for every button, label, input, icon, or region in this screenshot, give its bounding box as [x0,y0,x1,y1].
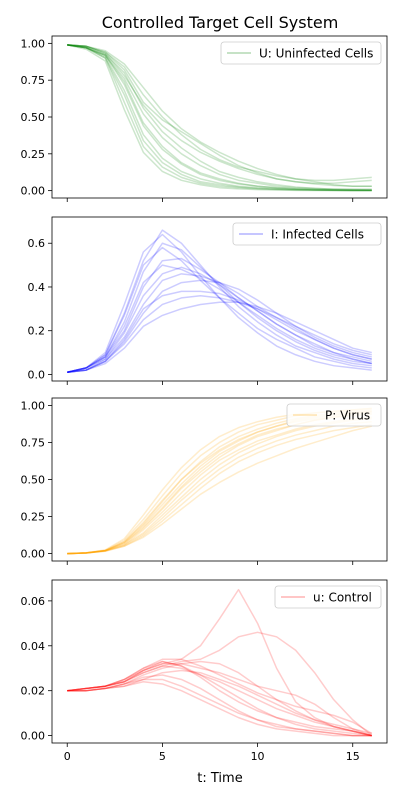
control-series-line [67,660,372,737]
x-axis-label: t: Time [197,771,242,786]
uninfected-legend: U: Uninfected Cells [220,41,382,65]
uninfected-series-line [67,44,372,192]
uninfected-ytick-label: 1.00 [21,37,46,50]
infected-ytick-label: 0.4 [28,281,46,294]
virus-subplot: 0.00 0.25 0.50 0.75 1.00 P: Virus [21,397,388,565]
infected-ytick-label: 0.0 [28,368,46,381]
virus-legend-label: P: Virus [325,409,370,423]
control-legend-label: u: Control [313,591,372,605]
infected-series-line [67,301,372,373]
uninfected-series-line [67,44,372,182]
infected-legend: I: Infected Cells [232,222,382,246]
control-series-line [67,680,372,737]
figure-title: Controlled Target Cell System [102,13,339,32]
infected-series-group [67,229,372,373]
infected-axes-frame [51,216,388,382]
uninfected-ytick-label: 0.50 [21,111,46,124]
control-ytick-label: 0.00 [21,730,46,743]
control-axes-frame [51,579,388,744]
control-series-line [67,678,372,737]
control-legend: u: Control [274,585,382,609]
uninfected-series-line [67,44,372,191]
uninfected-series-group [67,44,372,192]
infected-series-line [67,264,372,373]
virus-legend-box [286,403,382,427]
control-series-line [67,669,372,735]
uninfected-series-line [67,44,372,187]
control-ytick-label: 0.04 [21,640,46,653]
infected-series-line [67,294,372,373]
uninfected-ytick-label: 0.75 [21,74,46,87]
infected-series-line [67,229,372,373]
uninfected-axes-frame [51,35,388,199]
xtick-label: 0 [64,750,71,763]
control-series-line [67,631,373,737]
control-series-line [67,663,373,737]
infected-subplot: 0.0 0.2 0.4 0.6 I: Infected Cells [28,216,388,385]
uninfected-series-line [67,44,372,192]
virus-series-line [67,423,372,555]
xtick-label: 15 [346,750,360,763]
uninfected-series-line [67,44,372,190]
infected-series-line [67,279,372,373]
infected-series-line [67,290,372,373]
uninfected-series-line [67,44,372,185]
infected-series-line [67,242,372,373]
uninfected-subplot: 0.00 0.25 0.50 0.75 1.00 U: Uninfected Cells [21,35,388,202]
uninfected-series-line [67,44,372,191]
virus-legend: P: Virus [286,403,382,427]
uninfected-ytick-label: 0.00 [21,185,46,198]
uninfected-series-line [67,44,372,192]
xtick-label: 10 [251,750,265,763]
uninfected-series-line [67,44,372,192]
xtick-label: 5 [159,750,166,763]
subplots: 0.000.250.500.751.00U: Uninfected Cells0… [21,35,388,763]
uninfected-legend-box [220,41,382,65]
control-series-line [67,660,372,737]
virus-ytick-label: 0.75 [21,436,46,449]
infected-series-line [67,266,372,373]
uninfected-series-line [67,44,372,191]
control-series-line [67,658,373,734]
virus-ytick-label: 0.25 [21,511,46,524]
infected-ytick-label: 0.2 [28,325,46,338]
control-series-line [67,588,372,737]
infected-legend-box [232,222,382,246]
uninfected-series-line [67,44,372,187]
virus-ytick-label: 0.50 [21,474,46,487]
control-series-line [67,660,372,737]
infected-ytick-label: 0.6 [28,237,46,250]
control-subplot: 0.00 0.02 0.04 0.06 0 5 10 15 u: Control [21,579,388,763]
infected-legend-label: I: Infected Cells [271,228,364,242]
virus-series-line [67,420,372,555]
virus-axes-frame [51,397,388,562]
virus-series-line [67,425,372,555]
control-legend-box [274,585,382,609]
virus-ytick-label: 1.00 [21,399,46,412]
control-ytick-label: 0.06 [21,595,46,608]
infected-series-line [67,246,372,373]
control-series-group [67,588,373,737]
infected-series-line [67,233,372,373]
control-ytick-label: 0.02 [21,685,46,698]
virus-ytick-label: 0.00 [21,548,46,561]
control-series-line [67,665,372,737]
uninfected-ytick-label: 0.25 [21,148,46,161]
infected-series-line [67,273,372,373]
uninfected-legend-label: U: Uninfected Cells [259,47,373,61]
infected-series-line [67,257,372,373]
control-series-line [67,674,372,737]
